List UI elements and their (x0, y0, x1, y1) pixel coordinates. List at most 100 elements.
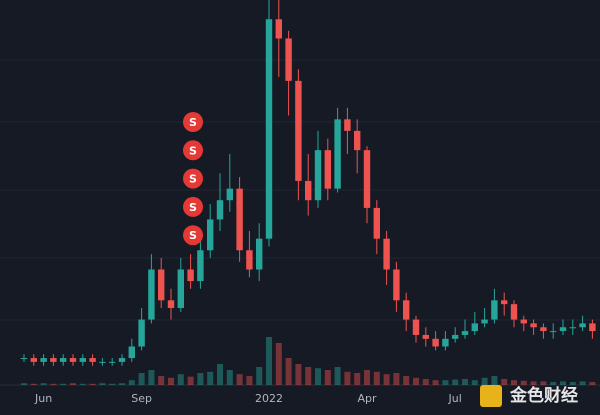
candle-body (30, 358, 37, 362)
candle-body (530, 323, 537, 328)
volume-bar (158, 376, 165, 385)
x-tick-label: Apr (357, 392, 377, 405)
marker-label: S (189, 173, 197, 186)
candle-body (275, 19, 282, 39)
signal-marker: S (183, 140, 203, 161)
volume-bar (491, 376, 498, 385)
volume-bar (589, 382, 596, 385)
volume-bar (471, 380, 478, 385)
candle-body (471, 323, 478, 332)
volume-bar (70, 383, 76, 385)
candle-body (167, 300, 175, 308)
volume-bar (119, 383, 125, 385)
candle-body (265, 19, 273, 239)
volume-bar (462, 379, 468, 385)
volume-bar (315, 368, 321, 385)
volume-bar (226, 370, 233, 385)
marker-label: S (189, 144, 197, 157)
candle-body (256, 238, 263, 270)
candle-body (138, 319, 145, 347)
volume-bar (520, 380, 527, 385)
candle-body (559, 327, 567, 332)
volume-bar (207, 371, 214, 385)
volume-bar (324, 370, 331, 385)
volume-bar (197, 373, 204, 385)
candle-body (550, 331, 557, 333)
volume-bar (452, 379, 459, 385)
volume-bar (413, 377, 419, 385)
candle-body (60, 358, 67, 362)
x-tick-label: 2022 (255, 392, 283, 405)
volume-bar (79, 383, 86, 385)
x-tick-label: Jun (34, 392, 52, 405)
signal-marker: S (183, 225, 203, 246)
marker-circle (183, 168, 203, 189)
volume-bar (266, 337, 272, 385)
volume-bar (21, 383, 27, 385)
volume-bar (99, 383, 106, 385)
volume-bar (295, 364, 302, 385)
volume-bar (403, 376, 410, 385)
volume-bar (177, 374, 184, 385)
volume-bar (89, 383, 96, 385)
volume-bar (442, 380, 449, 385)
candle-body (589, 323, 596, 332)
candle-body (40, 358, 47, 362)
candle-body (226, 188, 233, 201)
volume-bar (40, 383, 47, 385)
candle-body (442, 338, 449, 347)
candle-body (207, 219, 214, 251)
volume-bar (256, 367, 263, 385)
signal-marker: S (183, 168, 203, 189)
candle-body (579, 323, 586, 328)
candle-body (510, 304, 518, 320)
candle-body (432, 338, 439, 347)
volume-bar (540, 381, 547, 385)
candle-body (99, 361, 106, 363)
candle-body (148, 269, 155, 320)
candle-body (520, 319, 527, 324)
candle-body (412, 319, 420, 335)
candle-body (79, 358, 86, 362)
volume-bar (148, 370, 155, 385)
candle-body (187, 269, 194, 282)
volume-bar (354, 373, 361, 385)
grid (0, 59, 600, 321)
candle-body (89, 358, 96, 362)
candle-body (363, 150, 371, 208)
candle-body (354, 130, 361, 151)
candle-body (236, 188, 243, 251)
volume-bar (109, 383, 116, 385)
candle-body (285, 38, 292, 81)
marker-label: S (189, 201, 197, 214)
candle-body (403, 300, 410, 320)
volume-bar (501, 379, 508, 385)
volume-bar (285, 358, 292, 385)
marker-label: S (189, 116, 197, 129)
marker-circle (183, 196, 203, 217)
candle-body (324, 150, 331, 189)
candle-body (383, 238, 390, 270)
volume-bar (432, 380, 439, 385)
marker-circle (183, 112, 203, 132)
candle-body (118, 358, 126, 362)
candle-body (501, 300, 508, 305)
volume-bar (305, 367, 312, 385)
volume-bar (236, 374, 243, 385)
candle-body (491, 300, 498, 320)
marker-circle (183, 140, 203, 161)
volume-bar (246, 376, 253, 385)
watermark-text: 金色财经 (509, 385, 578, 406)
candle-body (295, 80, 302, 181)
volume-bar (187, 376, 194, 385)
volume-bar (217, 364, 223, 385)
candle-body (373, 207, 380, 239)
candle-body (569, 327, 576, 329)
candle-body (216, 200, 224, 220)
candle-body (461, 331, 469, 335)
volume-bar (168, 377, 174, 385)
signal-marker: S (183, 196, 203, 217)
candle-body (246, 250, 253, 270)
